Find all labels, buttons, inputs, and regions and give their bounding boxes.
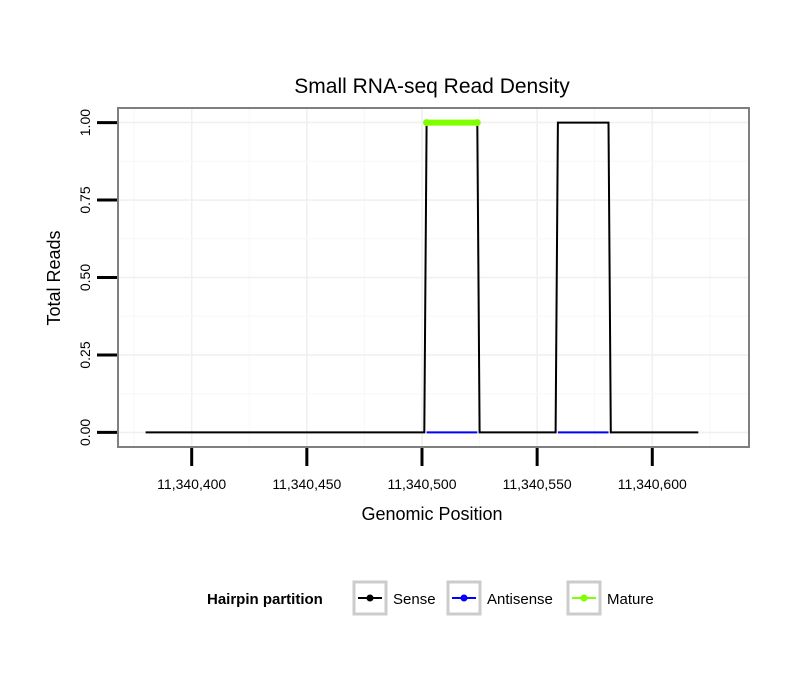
x-tick-label: 11,340,550 (503, 476, 572, 492)
legend-label-mature: Mature (607, 591, 654, 608)
y-axis: 0.00 0.25 0.50 0.75 1.00 (77, 109, 117, 446)
y-axis-title: Total Reads (44, 230, 64, 325)
x-axis: 11,340,400 11,340,450 11,340,500 11,340,550… (157, 448, 687, 492)
legend-entry-mature: Mature (566, 580, 654, 616)
grid-lines (118, 108, 749, 447)
legend-key-point (580, 594, 588, 602)
x-tick-label: 11,340,400 (157, 476, 226, 492)
x-axis-title: Genomic Position (361, 504, 502, 524)
series-layer (145, 119, 699, 434)
y-tick-label: 0.25 (77, 341, 93, 368)
legend-entry-sense: Sense (352, 580, 436, 616)
panel-border (117, 107, 750, 448)
y-tick-label: 0.75 (77, 186, 93, 213)
y-tick-label: 0.50 (77, 264, 93, 291)
legend-entry-antisense: Antisense (446, 580, 553, 616)
x-tick-label: 11,340,500 (387, 476, 456, 492)
legend-label-antisense: Antisense (487, 591, 553, 608)
legend-title: Hairpin partition (207, 591, 323, 608)
y-tick-label: 1.00 (77, 109, 93, 136)
x-tick-label: 11,340,450 (272, 476, 341, 492)
legend-label-sense: Sense (393, 591, 436, 608)
sense-series-line (145, 121, 699, 434)
x-tick-label: 11,340,600 (618, 476, 687, 492)
mature-series-point (423, 119, 431, 127)
legend-key-point (366, 594, 374, 602)
legend-key-point (460, 594, 468, 602)
legend: Hairpin partition Sense Antisense Mature (207, 580, 654, 616)
panel-border-rect (117, 107, 750, 448)
legend-keys: Sense Antisense Mature (352, 580, 654, 616)
chart-title: Small RNA-seq Read Density (294, 75, 570, 98)
mature-series-point (473, 119, 481, 127)
y-tick-label: 0.00 (77, 419, 93, 446)
